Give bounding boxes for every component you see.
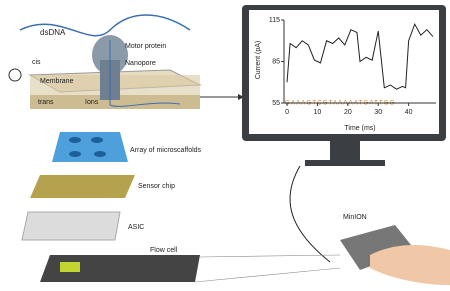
x-tick-label: 10 — [314, 109, 322, 116]
asic — [22, 212, 120, 240]
label: Flow cell — [150, 247, 178, 254]
x-axis-title: Time (ms) — [344, 125, 375, 132]
array — [52, 132, 128, 162]
y-tick-label: 85 — [272, 58, 280, 65]
label: cis — [32, 59, 41, 66]
base-sequence: GAAAGTCGTAAAAATGATTGG — [285, 101, 396, 107]
diagram: dsDNA Motor protein cis Nanopore Membran… — [0, 0, 450, 286]
label: Membrane — [40, 78, 74, 85]
x-tick-label: 40 — [405, 109, 413, 116]
x-tick-label: 0 — [285, 109, 289, 116]
x-tick-label: 20 — [344, 109, 352, 116]
y-axis-title: Current (pA) — [255, 41, 262, 80]
label: trans — [38, 99, 54, 106]
sensor-chip — [30, 175, 135, 198]
y-tick-label: 115 — [269, 17, 280, 24]
label: dsDNA — [40, 28, 66, 37]
label: Array of microscaffolds — [130, 147, 202, 154]
x-tick-label: 30 — [374, 109, 382, 116]
label: Motor protein — [125, 43, 166, 50]
label: MinION — [343, 214, 367, 221]
y-tick-label: 55 — [272, 100, 280, 107]
label: Nanopore — [125, 60, 156, 67]
label: ASIC — [128, 224, 144, 231]
hand — [370, 245, 450, 285]
label: Ions — [85, 99, 99, 106]
label: Sensor chip — [138, 183, 175, 190]
